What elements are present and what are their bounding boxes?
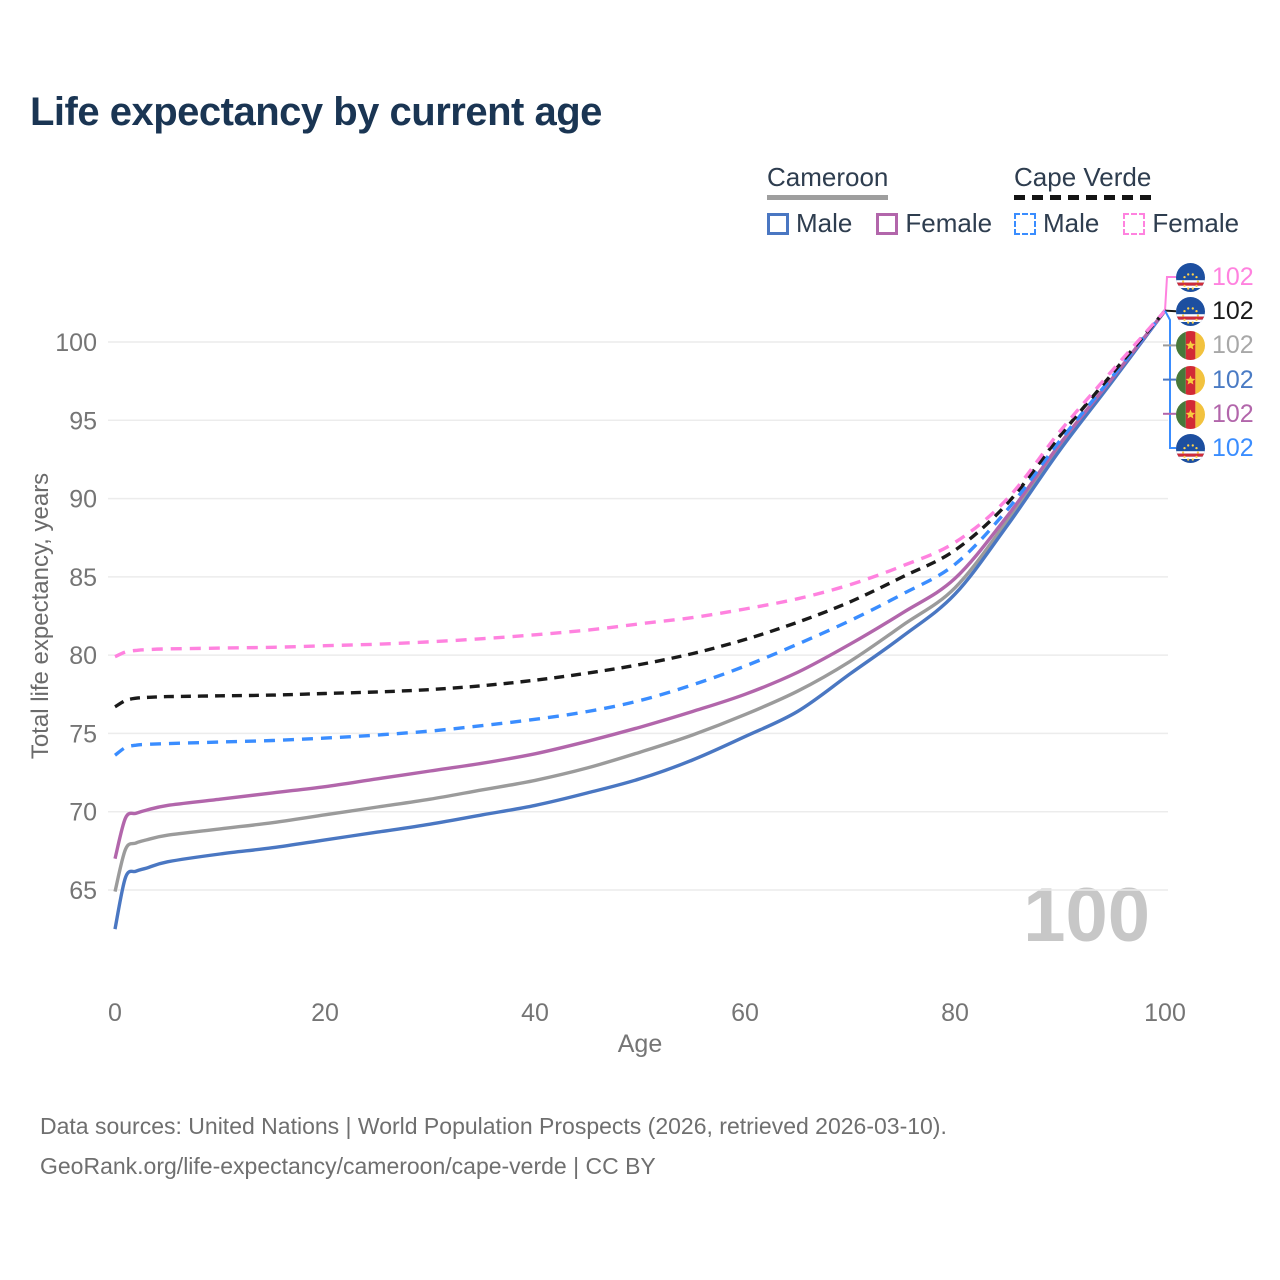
series-line-cameroon-both xyxy=(113,309,1167,893)
legend-group-title-capeverde: Cape Verde xyxy=(1014,162,1152,200)
y-tick-75: 75 xyxy=(69,720,97,748)
y-tick-90: 90 xyxy=(69,486,97,514)
y-tick-85: 85 xyxy=(69,564,97,592)
x-tick-60: 60 xyxy=(731,999,759,1027)
series-line-cameroon-male xyxy=(113,309,1167,930)
leader-capeverde-female xyxy=(1164,276,1176,311)
x-tick-20: 20 xyxy=(311,999,339,1027)
x-tick-80: 80 xyxy=(941,999,969,1027)
capeverde-male-swatch xyxy=(1014,212,1036,235)
y-tick-80: 80 xyxy=(69,642,97,670)
capeverde-dashed-underline xyxy=(1014,195,1152,200)
x-axis-title: Age xyxy=(618,1030,662,1058)
x-tick-100: 100 xyxy=(1144,999,1186,1027)
leader-capeverde-both xyxy=(1164,309,1177,313)
footer-attribution: GeoRank.org/life-expectancy/cameroon/cap… xyxy=(40,1153,656,1179)
leader-capeverde-male xyxy=(1164,310,1176,449)
series-line-capeverde-both xyxy=(114,309,1167,709)
cameroon-solid-underline xyxy=(767,195,889,200)
end-value-capeverde-female: 102 xyxy=(1212,263,1254,291)
cameroon-flag-icon xyxy=(1176,399,1205,429)
legend-item-capeverde-male[interactable]: Male xyxy=(1014,208,1099,239)
end-value-capeverde-both: 102 xyxy=(1212,297,1254,326)
legend-group-cameroon: Cameroon Male Female xyxy=(767,162,1016,239)
current-age-watermark: 100 xyxy=(1023,873,1150,958)
y-tick-70: 70 xyxy=(69,799,97,827)
cameroon-male-swatch xyxy=(767,212,789,235)
cape-verde-flag-icon xyxy=(1176,297,1205,327)
end-value-cameroon-both: 102 xyxy=(1212,331,1254,360)
end-label-row-cameroon-female: 102 xyxy=(1176,399,1254,429)
y-tick-95: 95 xyxy=(69,407,97,435)
cameroon-flag-icon xyxy=(1176,365,1205,395)
end-value-cameroon-male: 102 xyxy=(1212,365,1254,394)
cape-verde-flag-icon xyxy=(1176,263,1205,292)
end-label-row-capeverde-male: 102 xyxy=(1176,434,1254,463)
footer: Data sources: United Nations | World Pop… xyxy=(40,1106,947,1186)
cameroon-flag-icon xyxy=(1176,331,1205,361)
end-value-capeverde-male: 102 xyxy=(1212,434,1254,462)
end-label-row-cameroon-both: 102 xyxy=(1176,331,1254,361)
cameroon-female-swatch xyxy=(876,212,899,235)
end-label-row-cameroon-male: 102 xyxy=(1176,365,1254,395)
series-line-cameroon-female xyxy=(113,309,1167,860)
end-label-row-capeverde-both: 102 xyxy=(1176,297,1254,327)
legend-item-cameroon-female[interactable]: Female xyxy=(876,208,992,239)
y-axis-title: Total life expectancy, years xyxy=(27,473,54,759)
end-label-row-capeverde-female: 102 xyxy=(1176,263,1254,292)
page-title: Life expectancy by current age xyxy=(30,90,602,134)
legend-group-title-cameroon: Cameroon xyxy=(767,162,889,200)
x-tick-40: 40 xyxy=(521,999,549,1027)
legend-item-capeverde-female[interactable]: Female xyxy=(1123,208,1239,239)
capeverde-female-swatch xyxy=(1123,212,1146,235)
end-value-cameroon-female: 102 xyxy=(1212,399,1254,428)
legend-group-capeverde: Cape Verde Male Female xyxy=(1014,162,1263,239)
footer-data-sources: Data sources: United Nations | World Pop… xyxy=(40,1113,947,1139)
y-tick-100: 100 xyxy=(55,329,97,357)
cape-verde-flag-icon xyxy=(1176,434,1205,463)
series-line-capeverde-male xyxy=(113,309,1167,757)
legend-item-cameroon-male[interactable]: Male xyxy=(767,208,852,239)
series-line-capeverde-female xyxy=(114,309,1167,659)
x-tick-0: 0 xyxy=(108,999,122,1027)
y-tick-65: 65 xyxy=(69,877,97,905)
